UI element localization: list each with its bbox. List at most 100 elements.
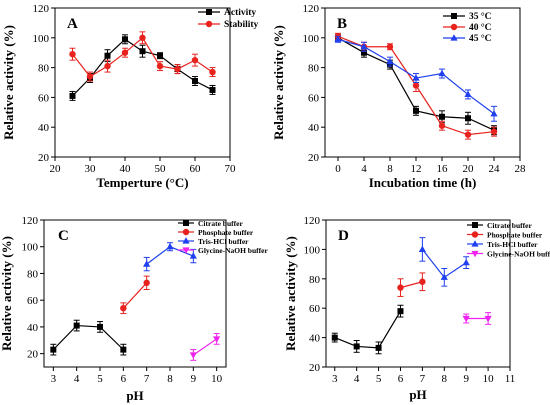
panel-c-data-point (143, 279, 150, 287)
panel-b-y-tick-label: 80 (308, 63, 320, 75)
panel-b-legend-marker (450, 34, 458, 41)
panel-c-data-point (120, 346, 127, 353)
panel-c-data-point (143, 260, 151, 267)
panel-a-data-point (157, 52, 163, 59)
panel-d: 3 4 5 6 7 8 9 10 11 20 40 60 80 100 120 pH Relative acti… (283, 215, 550, 402)
panel-a-y-axis-label: Relative activity (%) (1, 25, 16, 140)
panel-c-data-point (189, 252, 197, 259)
panel-b-x-tick-label: 28 (515, 163, 527, 175)
panel-a-data-point (121, 49, 129, 56)
panel-d-data-point (331, 334, 338, 341)
panel-a-y-tick-label: 60 (38, 92, 50, 104)
panel-b-series-2 (334, 32, 498, 140)
panel-c-legend-marker (182, 237, 190, 244)
panel-c-data-point (189, 352, 197, 359)
panel-c-data-point (97, 323, 103, 330)
panel-d-legend-label: Phosphate buffer (487, 231, 543, 240)
panel-a-data-point (174, 65, 181, 73)
panel-d-legend-label: Glycine-NaOH buffer (487, 250, 550, 259)
panel-a-data-point (104, 62, 111, 70)
panel-a-x-tick-label: 70 (225, 163, 237, 175)
panel-c-legend-label: Tris-HCl buffer (198, 237, 249, 246)
panel-d-x-tick-label: 11 (505, 373, 516, 385)
panel-b-x-tick-label: 16 (437, 163, 449, 175)
panel-a-data-point (86, 73, 94, 80)
panel-c-x-tick-label: 3 (51, 373, 57, 385)
panel-d-x-tick-label: 6 (398, 373, 404, 385)
panel-a-x-tick-label: 50 (155, 163, 167, 175)
panel-a: 20 30 40 50 60 70 20 40 60 80 100 120 Temperture (°C… (1, 3, 259, 190)
panel-b-data-point (439, 113, 445, 120)
panel-a-data-point (139, 48, 146, 55)
panel-d-series-4 (462, 312, 492, 325)
panel-b-x-tick-label: 8 (387, 163, 393, 175)
panel-a-data-point (122, 36, 128, 43)
panel-d-plot-frame (325, 219, 511, 368)
panel-b-data-point (334, 35, 342, 42)
panel-b-legend: 35 °C40 °C45 °C (443, 11, 492, 44)
panel-c-letter: C (58, 228, 69, 244)
panel-a-legend-marker (205, 20, 213, 28)
panel-b-data-point (490, 109, 498, 117)
panel-c-plot-frame (43, 219, 227, 368)
panel-b-data-point (413, 107, 419, 114)
panel-c-x-tick-label: 4 (74, 373, 80, 385)
panel-c-x-tick-label: 10 (211, 373, 223, 385)
panel-a-y-tick-label: 40 (38, 122, 50, 134)
panel-a-data-point (209, 86, 216, 93)
panel-d-legend-label: Tris-HCl buffer (487, 240, 538, 249)
panel-a-legend-label: Activity (224, 8, 256, 18)
panel-d-series-line (400, 281, 423, 289)
panel-d-data-point (484, 315, 492, 323)
panel-c-series-line (52, 324, 124, 351)
panel-d-legend-marker (472, 222, 478, 228)
panel-d-series-1 (331, 304, 404, 355)
panel-a-data-point (139, 34, 146, 41)
panel-a-data-point (69, 92, 76, 99)
panel-a-x-axis-label: Temperture (°C) (96, 175, 188, 190)
panel-d-x-tick-label: 3 (332, 373, 338, 385)
panel-c-y-axis-label: Relative activity (%) (0, 236, 14, 351)
panel-a-y-tick-label: 20 (38, 152, 50, 164)
panel-c-data-point (120, 305, 127, 312)
panel-a-x-tick-label: 30 (85, 163, 97, 175)
panel-c-y-tick-label: 20 (27, 349, 39, 361)
panel-c-x-axis-label: pH (126, 388, 143, 403)
panel-a-legend-marker (206, 9, 212, 15)
panel-c-y-tick-label: 40 (27, 322, 39, 334)
panel-d-y-tick-label: 20 (309, 362, 321, 374)
panel-b-data-point (464, 131, 472, 138)
panel-c-y-tick-label: 60 (27, 295, 39, 307)
panel-c-x-tick-label: 5 (97, 373, 103, 385)
panel-d-data-point (419, 278, 426, 285)
panel-b-x-tick-label: 20 (463, 163, 475, 175)
panel-b-x-tick-label: 4 (361, 163, 367, 175)
panel-d-x-tick-label: 7 (420, 373, 426, 385)
panel-b-x-axis-label: Incubation time (h) (369, 175, 477, 190)
panel-b-y-tick-label: 60 (308, 92, 320, 104)
panel-b-plot-frame (324, 7, 521, 158)
panel-a-data-point (191, 56, 199, 64)
panel-c-x-tick-label: 9 (191, 373, 197, 385)
panel-d-data-point (462, 258, 470, 266)
panel-d-y-axis-label: Relative activity (%) (283, 236, 298, 351)
panel-b-y-tick-label: 100 (303, 33, 320, 45)
panel-a-y-tick-label: 120 (33, 3, 50, 15)
panel-a-series-1 (69, 34, 216, 101)
panel-b-x-tick-label: 0 (335, 163, 341, 175)
panel-a-letter: A (67, 16, 78, 32)
panel-d-legend-label: Citrate buffer (487, 221, 532, 230)
panel-b-legend-label: 40 °C (469, 22, 492, 33)
panel-d-data-point (462, 315, 470, 323)
panel-b-y-tick-label: 120 (303, 3, 320, 15)
panel-c-series-2 (120, 275, 150, 315)
panel-a-x-tick-label: 40 (120, 163, 132, 175)
panel-d-y-tick-label: 60 (309, 303, 321, 315)
panel-a-y-tick-label: 100 (33, 33, 50, 45)
panel-a-data-point (104, 52, 111, 59)
panel-b-legend-label: 35 °C (469, 11, 492, 22)
panel-d-y-tick-label: 100 (304, 244, 321, 256)
panel-c-legend-marker (183, 220, 189, 226)
panel-d-data-point (440, 273, 448, 280)
